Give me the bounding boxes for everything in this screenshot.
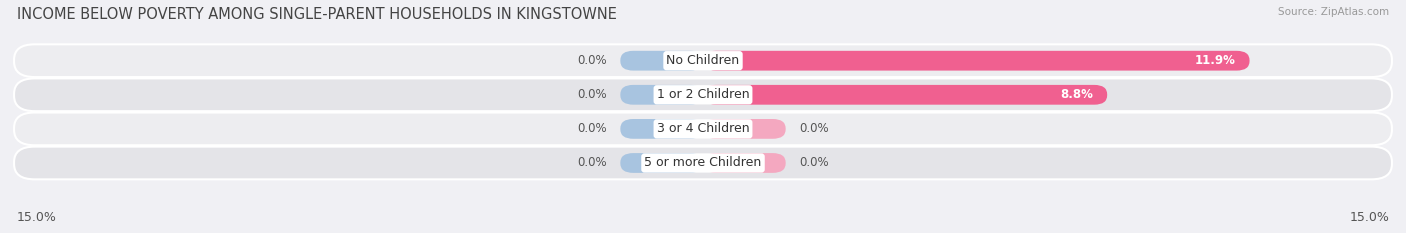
FancyBboxPatch shape xyxy=(703,119,786,139)
FancyBboxPatch shape xyxy=(620,51,703,71)
Text: 8.8%: 8.8% xyxy=(1060,88,1094,101)
Text: 0.0%: 0.0% xyxy=(576,157,606,169)
Text: 1 or 2 Children: 1 or 2 Children xyxy=(657,88,749,101)
Text: 0.0%: 0.0% xyxy=(800,122,830,135)
Text: 15.0%: 15.0% xyxy=(1350,211,1389,224)
FancyBboxPatch shape xyxy=(620,85,703,105)
Text: 0.0%: 0.0% xyxy=(576,54,606,67)
FancyBboxPatch shape xyxy=(14,79,1392,111)
Text: 11.9%: 11.9% xyxy=(1195,54,1236,67)
FancyBboxPatch shape xyxy=(14,44,1392,77)
Text: INCOME BELOW POVERTY AMONG SINGLE-PARENT HOUSEHOLDS IN KINGSTOWNE: INCOME BELOW POVERTY AMONG SINGLE-PARENT… xyxy=(17,7,617,22)
FancyBboxPatch shape xyxy=(703,51,1250,71)
Text: 0.0%: 0.0% xyxy=(576,88,606,101)
FancyBboxPatch shape xyxy=(14,113,1392,145)
Text: 0.0%: 0.0% xyxy=(576,122,606,135)
FancyBboxPatch shape xyxy=(703,85,1107,105)
Text: 5 or more Children: 5 or more Children xyxy=(644,157,762,169)
Text: Source: ZipAtlas.com: Source: ZipAtlas.com xyxy=(1278,7,1389,17)
FancyBboxPatch shape xyxy=(620,119,703,139)
Text: 15.0%: 15.0% xyxy=(17,211,56,224)
FancyBboxPatch shape xyxy=(620,153,703,173)
Text: 3 or 4 Children: 3 or 4 Children xyxy=(657,122,749,135)
FancyBboxPatch shape xyxy=(14,147,1392,179)
Text: No Children: No Children xyxy=(666,54,740,67)
Text: 0.0%: 0.0% xyxy=(800,157,830,169)
FancyBboxPatch shape xyxy=(703,153,786,173)
